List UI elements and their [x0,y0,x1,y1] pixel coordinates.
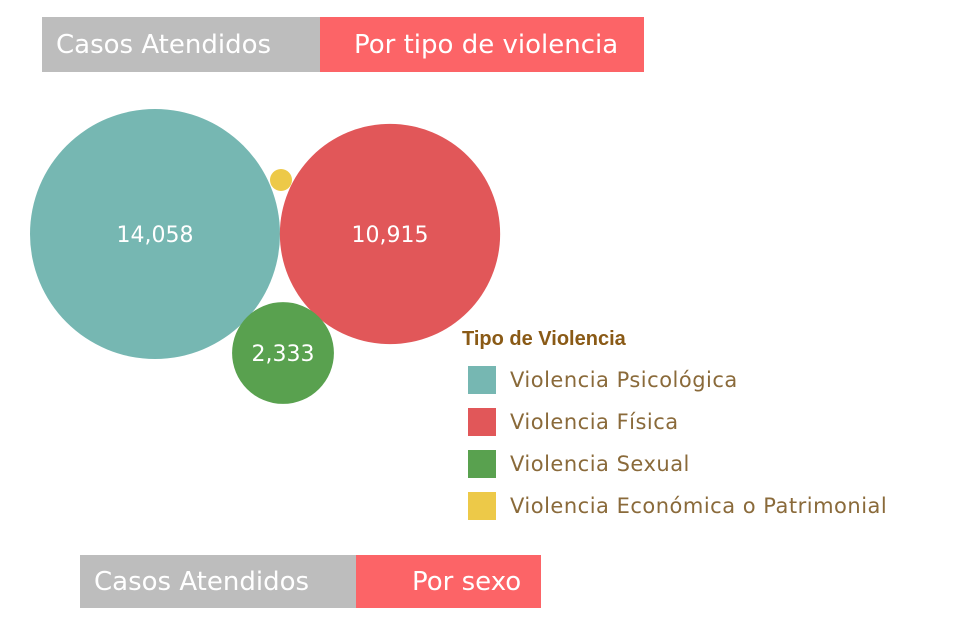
legend-item[interactable]: Violencia Física [468,401,887,443]
bubble-2[interactable] [232,302,334,404]
legend-swatch [468,492,496,520]
header-por-tipo: Casos Atendidos Por tipo de violencia [42,17,644,72]
bubble-3[interactable] [270,169,292,191]
bubble-1[interactable] [279,123,501,345]
legend-swatch [468,408,496,436]
header-por-tipo-de-violencia: Por tipo de violencia [320,17,644,72]
legend-label: Violencia Física [510,410,679,434]
header-por-sexo: Casos Atendidos Por sexo [80,555,541,608]
header-casos-atendidos: Casos Atendidos [42,17,320,72]
legend-swatch [468,366,496,394]
legend-title: Tipo de Violencia [462,328,626,350]
bubble-0[interactable] [30,109,280,359]
legend-label: Violencia Económica o Patrimonial [510,494,888,518]
legend: Tipo de Violencia Violencia Psicológica V… [462,328,887,527]
legend-item[interactable]: Violencia Psicológica [468,359,887,401]
legend-label: Violencia Psicológica [510,368,738,392]
bubble-label: 2,333 [252,342,315,367]
legend-item[interactable]: Violencia Económica o Patrimonial [468,485,887,527]
legend-swatch [468,450,496,478]
bubble-label: 14,058 [117,223,194,248]
legend-item[interactable]: Violencia Sexual [468,443,887,485]
bubble-label: 10,915 [352,223,429,248]
header-por-sexo-label: Por sexo [356,555,541,608]
header-casos-atendidos: Casos Atendidos [80,555,356,608]
legend-label: Violencia Sexual [510,452,690,476]
